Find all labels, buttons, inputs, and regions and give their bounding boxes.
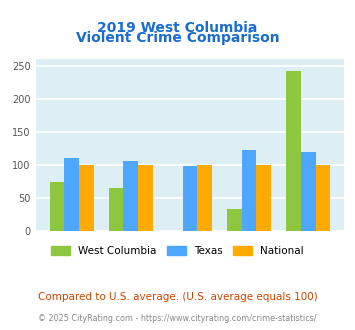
Bar bbox=[242, 150, 256, 231]
Text: © 2025 CityRating.com - https://www.cityrating.com/crime-statistics/: © 2025 CityRating.com - https://www.city… bbox=[38, 314, 317, 323]
Bar bbox=[64, 158, 79, 231]
Bar bbox=[286, 71, 301, 231]
Bar bbox=[197, 165, 212, 231]
Text: 2019 West Columbia: 2019 West Columbia bbox=[97, 21, 258, 35]
Text: Violent Crime Comparison: Violent Crime Comparison bbox=[76, 31, 279, 45]
Legend: West Columbia, Texas, National: West Columbia, Texas, National bbox=[47, 242, 308, 260]
Bar bbox=[182, 166, 197, 231]
Bar bbox=[256, 165, 271, 231]
Bar bbox=[79, 165, 94, 231]
Bar bbox=[124, 161, 138, 231]
Bar bbox=[138, 165, 153, 231]
Bar bbox=[316, 165, 330, 231]
Bar bbox=[109, 188, 124, 231]
Bar bbox=[301, 152, 316, 231]
Bar bbox=[50, 182, 64, 231]
Text: Compared to U.S. average. (U.S. average equals 100): Compared to U.S. average. (U.S. average … bbox=[38, 292, 317, 302]
Bar bbox=[227, 209, 242, 231]
